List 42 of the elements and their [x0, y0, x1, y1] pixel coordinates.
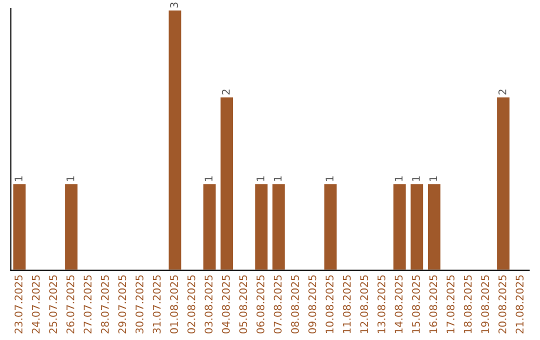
- x-tick-label: 13.08.2025: [377, 275, 386, 333]
- x-tick-label: 10.08.2025: [326, 275, 334, 333]
- x-tick-label: 01.08.2025: [170, 275, 178, 334]
- data-label: 2: [222, 90, 230, 94]
- x-tick-label: 17.08.2025: [446, 275, 454, 333]
- data-label: 1: [412, 176, 420, 181]
- x-tick-label: 09.08.2025: [308, 275, 316, 334]
- x-tick-label: 29.07.2025: [118, 275, 126, 334]
- x-tick-label: 26.07.2025: [66, 275, 74, 334]
- data-label: 1: [204, 176, 212, 181]
- x-tick-label: 06.08.2025: [256, 275, 264, 334]
- data-label: 1: [14, 176, 22, 181]
- x-tick-label: 11.08.2025: [342, 275, 351, 333]
- data-label: 1: [66, 176, 74, 181]
- x-tick-label: 25.07.2025: [49, 275, 58, 334]
- x-tick-label: 16.08.2025: [429, 275, 438, 333]
- data-label: 1: [256, 176, 264, 181]
- x-tick-label: 14.08.2025: [394, 275, 403, 333]
- x-tick-label: 27.07.2025: [84, 275, 92, 334]
- data-label: 3: [170, 2, 178, 8]
- x-tick-label: 04.08.2025: [222, 275, 230, 334]
- x-tick-label: 08.08.2025: [291, 275, 299, 334]
- x-tick-label: 07.08.2025: [274, 275, 282, 334]
- x-tick-label: 23.07.2025: [14, 275, 22, 334]
- x-tick-label: 21.08.2025: [516, 275, 524, 334]
- x-tick-label: 24.07.2025: [32, 275, 40, 334]
- x-tick-label: 31.07.2025: [152, 275, 161, 334]
- x-tick-label: 03.08.2025: [204, 275, 213, 334]
- x-tick-label: 02.08.2025: [187, 275, 196, 334]
- data-label: 1: [394, 176, 402, 181]
- x-tick-label: 19.08.2025: [481, 275, 490, 333]
- data-label: 1: [274, 176, 282, 181]
- x-tick-label: 30.07.2025: [136, 275, 144, 334]
- x-tick-label: 12.08.2025: [360, 275, 368, 333]
- data-label: 1: [429, 176, 438, 181]
- x-tick-label: 20.08.2025: [498, 275, 506, 334]
- x-tick-label: 05.08.2025: [239, 275, 248, 334]
- x-tick-label: 18.08.2025: [464, 275, 472, 333]
- data-label: 2: [498, 90, 506, 94]
- x-tick-label: 28.07.2025: [100, 275, 109, 334]
- x-tick-label: 15.08.2025: [412, 275, 420, 333]
- data-label: 1: [326, 176, 334, 181]
